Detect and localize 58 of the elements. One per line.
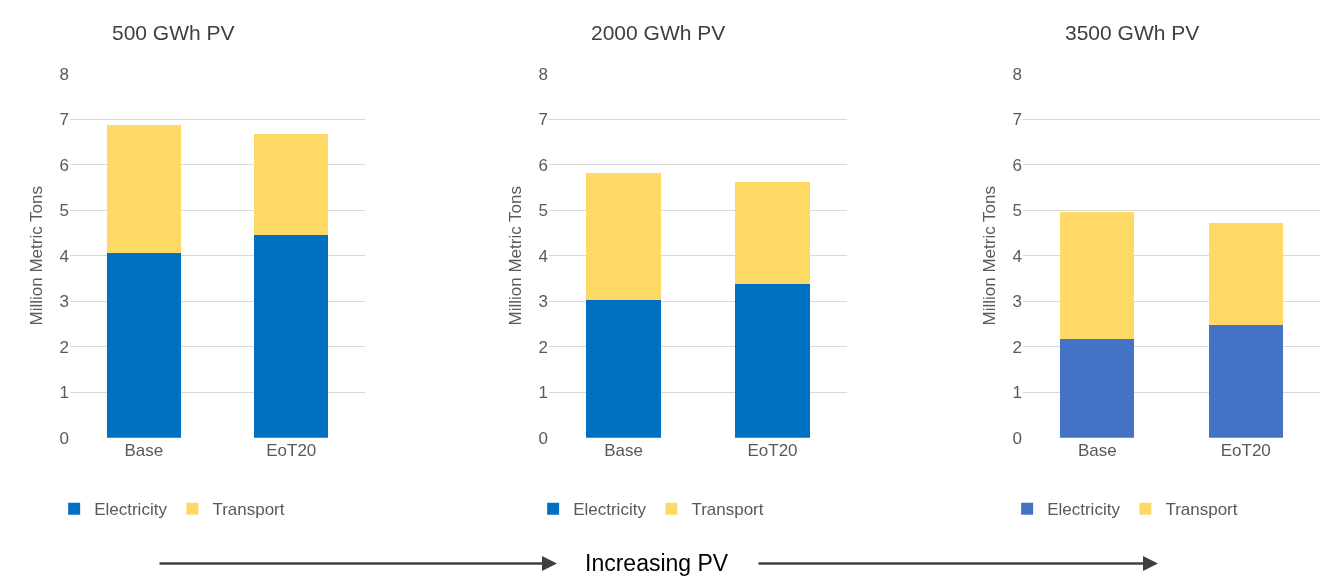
- bar: [586, 299, 661, 438]
- y-tick-label: 3: [59, 292, 69, 312]
- bar: [1208, 325, 1283, 438]
- y-tick-label: 0: [1012, 428, 1022, 448]
- x-tick-label: EoT20: [266, 440, 317, 460]
- y-tick-label: 8: [1012, 64, 1022, 84]
- legend-label: Transport: [691, 500, 764, 520]
- y-tick-label: 4: [59, 246, 69, 266]
- y-tick-label: 2: [1012, 337, 1022, 357]
- y-tick-label: 7: [538, 110, 548, 130]
- legend-label: Transport: [1165, 500, 1238, 520]
- y-tick-label: 2: [59, 337, 69, 357]
- chart-title: 2000 GWh PV: [591, 21, 726, 44]
- y-tick-label: 0: [59, 428, 69, 448]
- y-tick-label: 6: [538, 155, 548, 175]
- bar: [735, 182, 810, 285]
- chart-title: 3500 GWh PV: [1065, 21, 1200, 44]
- y-tick-label: 5: [1012, 201, 1022, 221]
- legend-label: Electricity: [573, 500, 647, 520]
- y-tick-label: 1: [59, 383, 69, 403]
- legend-label: Electricity: [94, 500, 168, 520]
- bar: [254, 235, 329, 438]
- x-tick-label: Base: [124, 440, 164, 460]
- y-tick-label: 0: [538, 428, 548, 448]
- bar: [1208, 222, 1283, 326]
- y-tick-label: 1: [538, 383, 548, 403]
- x-tick-label: EoT20: [747, 440, 798, 460]
- y-tick-label: 1: [1012, 383, 1022, 403]
- y-tick-label: 6: [1012, 155, 1022, 175]
- y-tick-label: 6: [59, 155, 69, 175]
- y-axis-title: Million Metric Tons: [27, 185, 47, 326]
- legend-label: Electricity: [1047, 500, 1121, 520]
- bar: [1060, 211, 1135, 339]
- y-tick-label: 7: [59, 110, 69, 130]
- y-tick-label: 8: [538, 64, 548, 84]
- y-tick-label: 5: [59, 201, 69, 221]
- x-tick-label: Base: [604, 440, 643, 460]
- bar: [735, 284, 810, 438]
- y-tick-label: 3: [1012, 292, 1022, 312]
- y-tick-label: 7: [1012, 110, 1022, 130]
- legend-label: Transport: [212, 500, 285, 520]
- y-tick-label: 8: [59, 64, 69, 84]
- bar: [586, 172, 661, 300]
- y-tick-label: 3: [538, 292, 548, 312]
- x-tick-label: Base: [1077, 440, 1117, 460]
- y-axis-title: Million Metric Tons: [980, 185, 1000, 326]
- bar: [254, 133, 329, 236]
- chart-title: 500 GWh PV: [112, 21, 235, 44]
- bar: [1060, 338, 1135, 438]
- bar: [106, 125, 181, 253]
- x-tick-label: EoT20: [1220, 440, 1271, 460]
- y-tick-label: 5: [538, 201, 548, 221]
- y-axis-title: Million Metric Tons: [506, 185, 526, 326]
- y-tick-label: 4: [538, 246, 548, 266]
- bar: [106, 252, 181, 438]
- text: Increasing PV: [585, 550, 729, 576]
- y-tick-label: 2: [538, 337, 548, 357]
- y-tick-label: 4: [1012, 246, 1022, 266]
